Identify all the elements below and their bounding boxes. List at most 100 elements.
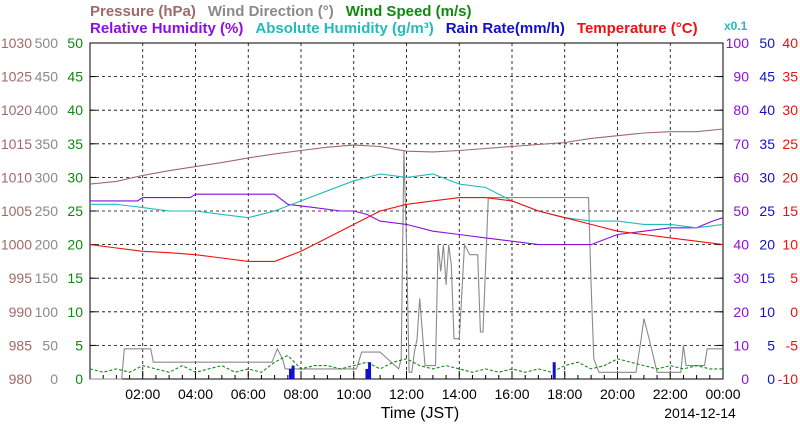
y-tick-label: 45 [67,69,83,85]
x-tick-label: 06:00 [231,386,266,402]
y-tick-label: 20 [759,237,775,253]
y-tick-label: 350 [35,136,59,152]
y-tick-label: 980 [9,371,33,387]
y-tick-label: 450 [35,69,59,85]
y-tick-label: -10 [778,371,798,387]
y-tick-label: 500 [35,35,59,51]
y-tick-label: 20 [733,304,749,320]
y-tick-label: 990 [9,304,33,320]
y-tick-label: 80 [733,102,749,118]
y-tick-label: 50 [67,35,83,51]
y-tick-label: 40 [782,35,798,51]
series-line-3 [90,193,724,246]
series-line-1 [90,150,723,380]
x-tick-label: 04:00 [178,386,213,402]
y-tick-label: 985 [9,337,33,353]
y-tick-label: 0 [790,304,798,320]
y-tick-label: 40 [759,102,775,118]
y-tick-label: 250 [35,203,59,219]
y-tick-label: 35 [782,69,798,85]
y-tick-label: 300 [35,169,59,185]
y-tick-label: 15 [782,203,798,219]
right-axes: 0102030405060708090100051015202530354045… [717,35,798,387]
y-tick-label: 100 [35,304,59,320]
y-tick-label: 200 [35,237,59,253]
series-line-4 [90,173,724,229]
y-tick-label: 0 [741,371,749,387]
y-tick-label: 1030 [1,35,32,51]
y-tick-label: 1005 [1,203,32,219]
y-tick-label: 50 [759,35,775,51]
x-tick-label: 22:00 [653,386,688,402]
y-tick-label: 40 [733,237,749,253]
x-tick-label: 00:00 [705,386,740,402]
y-tick-label: 150 [35,270,59,286]
x-tick-label: 12:00 [389,386,424,402]
y-tick-label: 15 [67,270,83,286]
series-lines [89,128,724,380]
series-line-6 [89,197,724,262]
x-tick-label: 16:00 [494,386,529,402]
legend-entry: Absolute Humidity (g/m³) [255,20,433,37]
legend-row-2: Relative Humidity (%) Absolute Humidity (… [90,20,698,37]
abs-humidity-scale-note: x0.1 [724,19,748,33]
y-tick-label: 5 [75,337,83,353]
y-tick-label: 1020 [1,102,32,118]
y-tick-label: 90 [733,69,749,85]
y-tick-label: 30 [759,169,775,185]
x-tick-label: 10:00 [336,386,371,402]
x-tick-label: 14:00 [442,386,477,402]
x-axis: 02:00 04:00 06:00 08:00 10:00 12:00 14:00 16:00… [89,371,741,402]
y-tick-label: 30 [67,169,83,185]
y-tick-label: 995 [9,270,33,286]
y-tick-label: 1000 [1,237,32,253]
legend-entry: Temperature (°C) [577,20,698,37]
y-tick-label: 30 [733,270,749,286]
x-tick-label: 20:00 [600,386,635,402]
y-tick-label: 15 [759,270,775,286]
legend-row-1: Pressure (hPa) Wind Direction (°) Wind Spe… [90,3,471,20]
y-tick-label: -5 [786,337,799,353]
y-tick-label: 20 [67,237,83,253]
y-tick-label: 1010 [1,169,32,185]
y-tick-label: 50 [733,203,749,219]
x-tick-label: 18:00 [547,386,582,402]
y-tick-label: 10 [733,337,749,353]
legend-entry: Wind Speed (m/s) [346,3,472,20]
y-tick-label: 0 [50,371,58,387]
series-line-0 [89,128,724,185]
y-tick-label: 5 [767,337,775,353]
y-tick-label: 25 [782,136,798,152]
y-tick-label: 25 [67,203,83,219]
y-tick-label: 25 [759,203,775,219]
legend-entry: Wind Direction (°) [208,3,334,20]
y-tick-label: 0 [75,371,83,387]
y-tick-label: 20 [782,169,798,185]
y-tick-label: 5 [790,270,798,286]
y-tick-label: 1015 [1,136,32,152]
left-axes: 9809859909951000100510101015102010251030… [1,35,96,387]
x-tick-label: 02:00 [125,386,160,402]
y-tick-label: 35 [67,136,83,152]
y-tick-label: 40 [67,102,83,118]
y-tick-label: 400 [35,102,59,118]
y-tick-label: 35 [759,136,775,152]
y-tick-label: 0 [767,371,775,387]
y-tick-label: 100 [726,35,750,51]
date-label: 2014-12-14 [664,405,736,421]
y-tick-label: 10 [782,237,798,253]
y-tick-label: 30 [782,102,798,118]
series-line-2 [89,354,723,373]
y-tick-label: 50 [42,337,58,353]
legend-entry: Rain Rate(mm/h) [446,20,565,37]
legend-entry: Pressure (hPa) [90,3,196,20]
x-tick-label: 08:00 [283,386,318,402]
y-tick-label: 1025 [1,69,32,85]
y-tick-label: 10 [759,304,775,320]
y-tick-label: 60 [733,169,749,185]
x-axis-label: Time (JST) [381,405,460,422]
y-tick-label: 45 [759,69,775,85]
y-tick-label: 10 [67,304,83,320]
legend-entry: Relative Humidity (%) [90,20,243,37]
